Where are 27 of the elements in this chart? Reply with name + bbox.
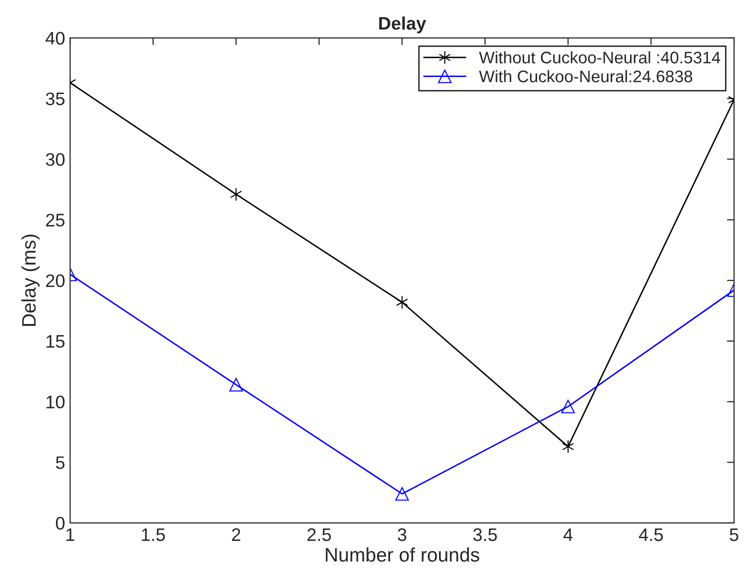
legend-label: With Cuckoo-Neural:24.6838: [479, 70, 692, 82]
x-tick-label: 2.5: [307, 528, 331, 542]
legend-label: Without Cuckoo-Neural :40.5314: [479, 51, 720, 64]
x-tick-label: 5: [730, 528, 738, 542]
x-tick-label: 4.5: [638, 528, 663, 542]
y-tick-label: 20: [46, 274, 65, 288]
y-tick-label: 0: [56, 516, 65, 530]
y-tick-label: 35: [46, 92, 65, 106]
y-tick-label: 5: [56, 456, 65, 470]
y-tick-label: 10: [46, 396, 65, 408]
x-tick-label: 3: [398, 528, 406, 542]
chart-title: Delay: [379, 16, 426, 34]
y-axis-title: Delay (ms): [22, 234, 40, 326]
x-tick-label: 2: [232, 528, 240, 541]
y-tick-label: 30: [46, 153, 65, 166]
point: [230, 188, 242, 202]
x-tick-label: 1: [66, 528, 74, 541]
point: [395, 487, 409, 501]
x-tick-label: 1.5: [142, 528, 165, 542]
point: [396, 295, 408, 310]
point: [561, 400, 575, 414]
x-tick-label: 4: [563, 528, 573, 541]
y-tick-label: 25: [46, 214, 65, 227]
x-tick-label: 3.5: [473, 528, 497, 542]
y-tick-label: 15: [46, 335, 65, 348]
y-tick-label: 40: [46, 32, 65, 45]
x-axis-title: Number of rounds: [326, 547, 480, 562]
